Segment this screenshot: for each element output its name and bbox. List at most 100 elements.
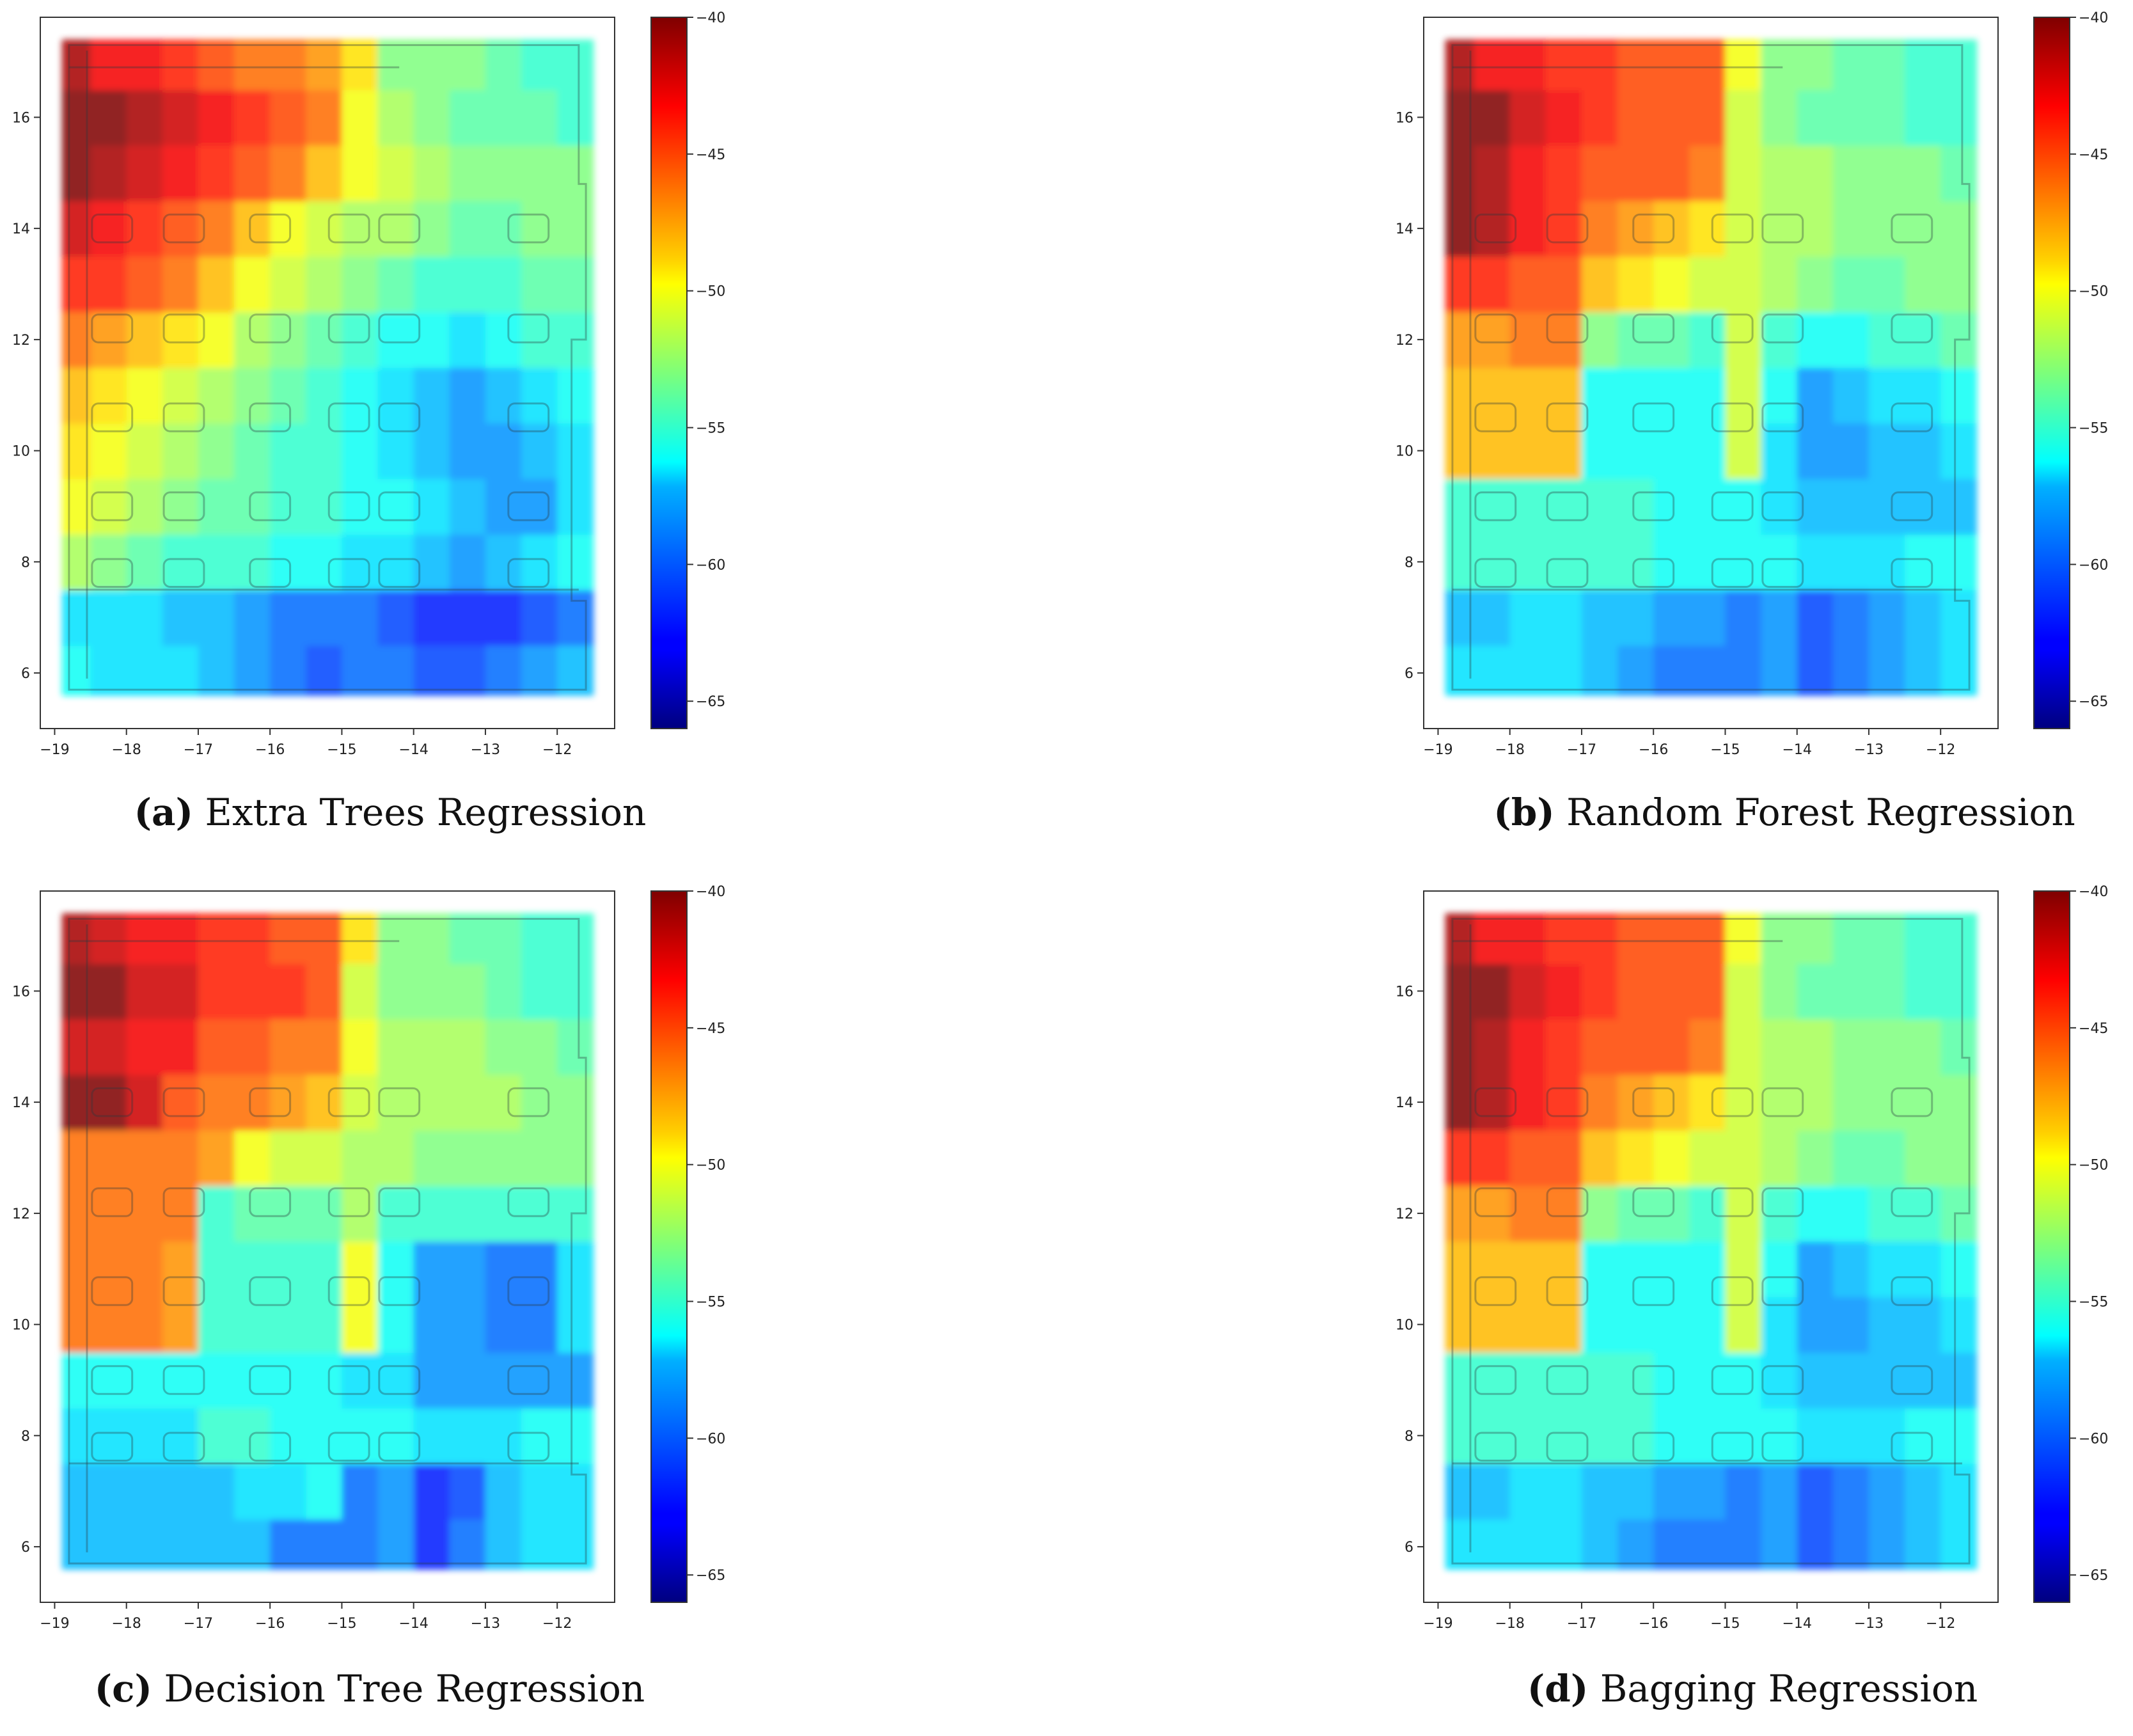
heat-cell bbox=[162, 533, 199, 590]
heat-cell bbox=[126, 39, 163, 90]
heat-cell bbox=[521, 1241, 558, 1298]
panel-caption-label: (d) bbox=[1527, 1667, 1588, 1710]
heat-cell bbox=[198, 1297, 235, 1353]
heat-cell bbox=[377, 145, 414, 201]
heat-cell bbox=[1725, 645, 1762, 696]
heat-cell bbox=[521, 256, 558, 313]
heat-cell bbox=[413, 256, 450, 313]
desk-pod bbox=[327, 313, 370, 343]
heat-cell bbox=[1509, 645, 1547, 696]
heat-cell bbox=[1445, 1352, 1475, 1409]
heat-cell bbox=[449, 256, 486, 313]
plot-frame bbox=[40, 17, 615, 729]
heat-cell bbox=[198, 1352, 235, 1409]
heat-cell bbox=[1868, 1130, 1905, 1187]
heat-cell bbox=[198, 145, 235, 201]
desk-pod bbox=[1546, 1187, 1589, 1217]
chart-panel-a: −19 −18 −17 −16 −15 −14 −13 −12 6 8 10 12 14 16 −40 −45… bbox=[12, 10, 725, 834]
heat-cell bbox=[521, 1074, 558, 1131]
desk-pod bbox=[1632, 1365, 1675, 1395]
heat-cell bbox=[521, 963, 558, 1020]
heat-cell bbox=[1832, 1185, 1869, 1242]
heat-cell bbox=[1761, 39, 1798, 90]
y-tick-label: 8 bbox=[1405, 555, 1413, 571]
heat-cell bbox=[1689, 1297, 1726, 1353]
heat-cell bbox=[1617, 645, 1655, 696]
heat-cell bbox=[306, 913, 343, 964]
heat-cell bbox=[1905, 645, 1942, 696]
heat-cell bbox=[1761, 1074, 1798, 1131]
heatmap-layer bbox=[1445, 913, 1978, 1570]
heat-cell bbox=[449, 39, 486, 90]
heat-cell bbox=[1653, 1297, 1690, 1353]
heat-cell bbox=[90, 1463, 127, 1520]
heat-cell bbox=[270, 645, 307, 696]
y-tick-label: 12 bbox=[1396, 333, 1413, 349]
heat-cell bbox=[1940, 1130, 1978, 1187]
heat-cell bbox=[1797, 533, 1834, 590]
heat-cell bbox=[485, 1074, 522, 1131]
desk-pod bbox=[162, 1187, 205, 1217]
heat-cell bbox=[449, 913, 486, 964]
heat-cell bbox=[342, 1407, 379, 1464]
desk-pod bbox=[378, 1187, 421, 1217]
heat-cell bbox=[449, 1407, 486, 1464]
heat-cell bbox=[449, 478, 486, 535]
heat-cell bbox=[61, 1407, 91, 1464]
heat-cell bbox=[1725, 89, 1762, 146]
desk-pod bbox=[91, 491, 134, 521]
heat-cell bbox=[1617, 963, 1655, 1020]
heat-cell bbox=[1445, 423, 1475, 480]
heat-cell bbox=[1797, 913, 1834, 964]
heat-cell bbox=[1797, 963, 1834, 1020]
heat-cell bbox=[61, 589, 91, 646]
colorbar-tick-label: −60 bbox=[2079, 1431, 2108, 1447]
heat-cell bbox=[1905, 1407, 1942, 1464]
heat-cell bbox=[485, 913, 522, 964]
desk-pod bbox=[162, 402, 205, 432]
heat-cell bbox=[485, 367, 522, 424]
heat-cell bbox=[377, 478, 414, 535]
desk-pod bbox=[1546, 1365, 1589, 1395]
colorbar-tick-label: −55 bbox=[2079, 421, 2108, 437]
x-tick-label: −13 bbox=[471, 742, 500, 758]
heat-cell bbox=[377, 367, 414, 424]
heat-cell bbox=[1509, 913, 1547, 964]
heat-cell bbox=[1474, 1519, 1511, 1570]
heat-cell bbox=[1797, 1352, 1834, 1409]
heat-cell bbox=[306, 367, 343, 424]
desk-pod bbox=[1546, 491, 1589, 521]
heat-cell bbox=[521, 1352, 558, 1409]
heat-cell bbox=[1653, 1018, 1690, 1075]
heat-cell bbox=[1832, 478, 1869, 535]
heat-cell bbox=[1653, 256, 1690, 313]
heat-cell bbox=[1725, 1241, 1762, 1298]
heat-cell bbox=[449, 1297, 486, 1353]
heat-cell bbox=[126, 1297, 163, 1353]
desk-pod bbox=[327, 1187, 370, 1217]
desk-pod bbox=[1761, 1276, 1804, 1306]
heat-cell bbox=[342, 478, 379, 535]
desk-pod bbox=[91, 1187, 134, 1217]
heat-cell bbox=[61, 423, 91, 480]
desk-pod bbox=[1632, 213, 1675, 244]
desk-pod bbox=[162, 491, 205, 521]
heat-cell bbox=[1868, 589, 1905, 646]
heat-cell bbox=[1509, 1463, 1547, 1520]
heat-cell bbox=[306, 89, 343, 146]
heat-cell bbox=[377, 1297, 414, 1353]
heat-cell bbox=[1445, 200, 1475, 257]
heat-cell bbox=[449, 1519, 486, 1570]
heat-cell bbox=[270, 913, 307, 964]
heat-cell bbox=[1905, 1074, 1942, 1131]
heat-cell bbox=[377, 39, 414, 90]
heat-cell bbox=[1868, 39, 1905, 90]
heat-cell bbox=[1474, 367, 1511, 424]
desk-pod bbox=[1891, 1432, 1933, 1462]
heat-cell bbox=[1617, 39, 1655, 90]
heat-cell bbox=[162, 312, 199, 368]
heat-cell bbox=[1545, 1297, 1582, 1353]
heat-cell bbox=[234, 39, 271, 90]
heat-cell bbox=[126, 1407, 163, 1464]
desk-pod bbox=[91, 313, 134, 343]
